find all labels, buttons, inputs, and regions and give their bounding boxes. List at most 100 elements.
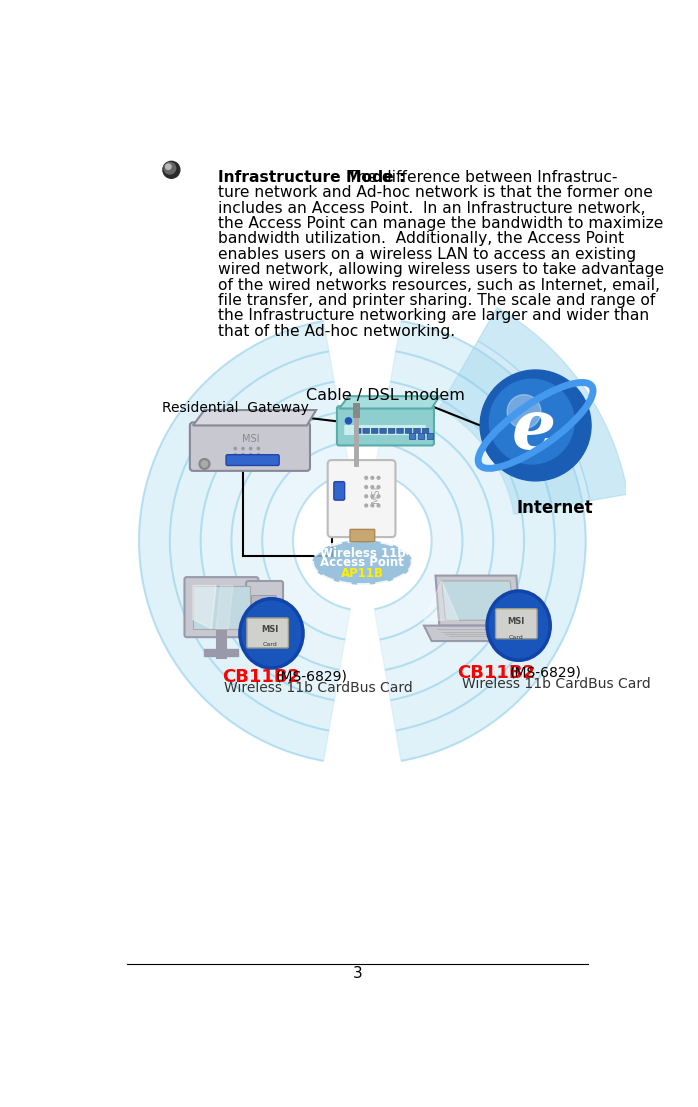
Text: 3: 3 bbox=[353, 966, 362, 981]
Circle shape bbox=[507, 394, 541, 428]
FancyBboxPatch shape bbox=[350, 529, 375, 541]
Text: Card: Card bbox=[509, 634, 524, 640]
FancyBboxPatch shape bbox=[190, 423, 310, 470]
Text: (MS-6829): (MS-6829) bbox=[510, 665, 582, 680]
Text: Infrastructure Mode :: Infrastructure Mode : bbox=[218, 169, 406, 185]
Polygon shape bbox=[232, 412, 345, 670]
FancyBboxPatch shape bbox=[427, 433, 433, 439]
FancyBboxPatch shape bbox=[371, 428, 378, 433]
FancyBboxPatch shape bbox=[247, 618, 288, 648]
Text: Wireless 11b: Wireless 11b bbox=[320, 547, 405, 560]
Circle shape bbox=[371, 504, 373, 507]
Text: wired network, allowing wireless users to take advantage: wired network, allowing wireless users t… bbox=[218, 262, 664, 277]
FancyBboxPatch shape bbox=[251, 596, 276, 604]
FancyBboxPatch shape bbox=[334, 482, 345, 500]
Circle shape bbox=[489, 380, 574, 464]
Text: the Access Point can manage the bandwidth to maximize: the Access Point can manage the bandwidt… bbox=[218, 216, 664, 231]
FancyBboxPatch shape bbox=[388, 428, 395, 433]
Circle shape bbox=[365, 495, 368, 498]
Text: MSI: MSI bbox=[371, 486, 381, 504]
Ellipse shape bbox=[312, 540, 413, 584]
Text: Residential  Gateway: Residential Gateway bbox=[162, 401, 309, 415]
Circle shape bbox=[250, 459, 252, 462]
Text: of the wired networks resources, such as Internet, email,: of the wired networks resources, such as… bbox=[218, 278, 660, 292]
Circle shape bbox=[250, 447, 252, 449]
FancyBboxPatch shape bbox=[363, 428, 369, 433]
Circle shape bbox=[234, 454, 237, 456]
FancyBboxPatch shape bbox=[251, 623, 276, 632]
Text: bandwidth utilization.  Additionally, the Access Point: bandwidth utilization. Additionally, the… bbox=[218, 231, 625, 247]
Polygon shape bbox=[436, 576, 520, 625]
Text: MSI: MSI bbox=[261, 625, 279, 634]
Polygon shape bbox=[459, 341, 590, 507]
Circle shape bbox=[377, 486, 380, 488]
Text: The difference between Infrastruc-: The difference between Infrastruc- bbox=[343, 169, 618, 185]
Text: includes an Access Point.  In an Infrastructure network,: includes an Access Point. In an Infrastr… bbox=[218, 200, 646, 216]
Text: Internet: Internet bbox=[517, 498, 593, 517]
Circle shape bbox=[377, 495, 380, 498]
Circle shape bbox=[163, 162, 180, 178]
Text: (MS-6829): (MS-6829) bbox=[275, 670, 347, 683]
Circle shape bbox=[164, 163, 176, 174]
Text: Card: Card bbox=[262, 642, 277, 648]
Polygon shape bbox=[424, 581, 459, 620]
Circle shape bbox=[258, 459, 260, 462]
Polygon shape bbox=[200, 382, 340, 701]
Text: that of the Ad-hoc networking.: that of the Ad-hoc networking. bbox=[218, 324, 456, 339]
Text: file transfer, and printer sharing. The scale and range of: file transfer, and printer sharing. The … bbox=[218, 293, 655, 308]
Text: Wireless 11b CardBus Card: Wireless 11b CardBus Card bbox=[224, 681, 413, 695]
Circle shape bbox=[377, 504, 380, 507]
Circle shape bbox=[199, 458, 210, 469]
Circle shape bbox=[258, 447, 260, 449]
FancyBboxPatch shape bbox=[184, 577, 258, 638]
Text: MSI: MSI bbox=[242, 434, 260, 444]
Polygon shape bbox=[478, 308, 628, 500]
FancyBboxPatch shape bbox=[251, 610, 276, 619]
Polygon shape bbox=[139, 321, 329, 761]
Polygon shape bbox=[390, 351, 555, 731]
Circle shape bbox=[165, 164, 171, 169]
FancyBboxPatch shape bbox=[344, 425, 426, 435]
FancyBboxPatch shape bbox=[414, 428, 420, 433]
Polygon shape bbox=[442, 581, 514, 620]
FancyBboxPatch shape bbox=[226, 455, 279, 465]
Polygon shape bbox=[396, 321, 586, 761]
Polygon shape bbox=[424, 625, 532, 641]
FancyBboxPatch shape bbox=[396, 428, 403, 433]
Polygon shape bbox=[193, 410, 316, 425]
Circle shape bbox=[234, 459, 237, 462]
Text: MSI: MSI bbox=[507, 618, 525, 627]
Polygon shape bbox=[380, 412, 493, 670]
Circle shape bbox=[371, 495, 373, 498]
FancyBboxPatch shape bbox=[422, 428, 429, 433]
Circle shape bbox=[202, 461, 207, 467]
Circle shape bbox=[365, 476, 368, 479]
FancyBboxPatch shape bbox=[337, 406, 434, 445]
Circle shape bbox=[365, 486, 368, 488]
Circle shape bbox=[258, 454, 260, 456]
Polygon shape bbox=[193, 586, 216, 629]
FancyBboxPatch shape bbox=[496, 609, 537, 639]
FancyBboxPatch shape bbox=[418, 433, 424, 439]
Polygon shape bbox=[216, 586, 233, 629]
Circle shape bbox=[242, 454, 244, 456]
Circle shape bbox=[346, 417, 352, 424]
Circle shape bbox=[371, 486, 373, 488]
Text: the Infrastructure networking are larger and wider than: the Infrastructure networking are larger… bbox=[218, 309, 650, 323]
Polygon shape bbox=[439, 374, 552, 514]
Circle shape bbox=[371, 476, 373, 479]
Text: Access Point: Access Point bbox=[320, 556, 404, 569]
Polygon shape bbox=[374, 443, 463, 640]
FancyBboxPatch shape bbox=[380, 428, 387, 433]
Circle shape bbox=[377, 476, 380, 479]
Text: CB11B2: CB11B2 bbox=[457, 664, 535, 682]
Polygon shape bbox=[339, 396, 439, 408]
FancyBboxPatch shape bbox=[406, 428, 412, 433]
Circle shape bbox=[234, 447, 237, 449]
Text: enables users on a wireless LAN to access an existing: enables users on a wireless LAN to acces… bbox=[218, 247, 637, 261]
FancyBboxPatch shape bbox=[246, 581, 283, 655]
Text: AP11B: AP11B bbox=[341, 567, 384, 580]
Circle shape bbox=[242, 447, 244, 449]
Circle shape bbox=[365, 504, 368, 507]
Text: e: e bbox=[512, 396, 556, 464]
